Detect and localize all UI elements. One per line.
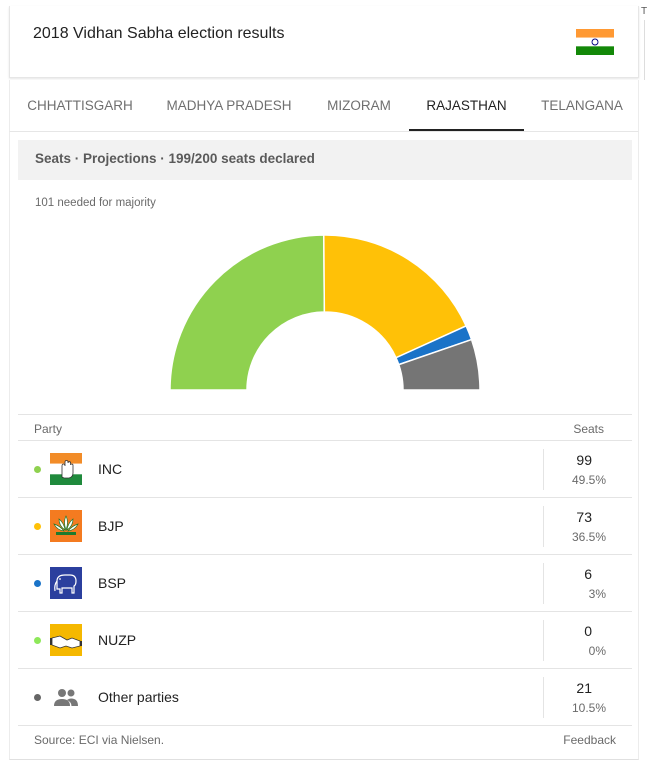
tab-rajasthan[interactable]: RAJASTHAN	[409, 80, 524, 131]
seat-divider	[543, 563, 544, 604]
seats-column-header: Seats	[573, 422, 604, 436]
chart-slice-inc	[169, 234, 326, 391]
seat-divider	[543, 506, 544, 547]
panel-heading: Seats · Projections · 199/200 seats decl…	[35, 151, 315, 166]
party-name: INC	[98, 461, 123, 477]
handshake-icon	[50, 624, 82, 656]
party-row-nuzp[interactable]: NUZP 0 0%	[18, 612, 632, 669]
tab-mizoram[interactable]: MIZORAM	[327, 98, 391, 113]
edge-fragment: T	[641, 6, 648, 17]
seat-percent: 0%	[588, 644, 606, 658]
page-title: 2018 Vidhan Sabha election results	[33, 25, 285, 42]
people-icon	[54, 689, 78, 706]
party-row-bjp[interactable]: BJP 73 36.5%	[18, 498, 632, 555]
seat-divider	[543, 620, 544, 661]
party-name: NUZP	[98, 632, 137, 648]
majority-note: 101 needed for majority	[35, 197, 156, 209]
edge-divider	[644, 20, 645, 80]
inc-color-dot	[34, 466, 41, 473]
party-name: BSP	[98, 575, 127, 591]
seat-percent: 49.5%	[571, 473, 606, 487]
footer: Source: ECI via Nielsen. Feedback	[18, 726, 632, 752]
seat-count: 0	[584, 623, 592, 639]
tab-telangana[interactable]: TELANGANA	[541, 98, 623, 113]
party-name: Other parties	[98, 689, 179, 705]
header-card: 2018 Vidhan Sabha election results	[9, 6, 639, 78]
lotus-icon	[50, 510, 82, 542]
source-note: Source: ECI via Nielsen.	[34, 733, 165, 747]
seat-percent: 10.5%	[571, 701, 606, 715]
chart-slice-bjp	[323, 234, 468, 359]
tab-chhattisgarh[interactable]: CHHATTISGARH	[27, 98, 133, 113]
seat-count: 99	[576, 452, 592, 468]
seat-count: 21	[576, 680, 592, 696]
party-column-header: Party	[34, 422, 63, 436]
party-row-other[interactable]: Other parties 21 10.5%	[18, 669, 632, 726]
party-row-bsp[interactable]: BSP 6 3%	[18, 555, 632, 612]
state-tabs: CHHATTISGARH MADHYA PRADESH MIZORAM RAJA…	[9, 80, 639, 132]
bjp-color-dot	[34, 523, 41, 530]
seat-count: 6	[584, 566, 592, 582]
nuzp-color-dot	[34, 637, 41, 644]
feedback-link[interactable]: Feedback	[563, 733, 616, 747]
seat-divider	[543, 449, 544, 490]
seat-divider	[543, 677, 544, 718]
bsp-color-dot	[34, 580, 41, 587]
chart-slice-other-parties	[397, 338, 481, 391]
hand-icon	[50, 453, 82, 485]
party-row-inc[interactable]: INC 99 49.5%	[18, 441, 632, 498]
table-header: Party Seats	[18, 414, 632, 441]
other-color-dot	[34, 694, 41, 701]
elephant-icon	[50, 567, 82, 599]
seat-chart	[169, 234, 481, 391]
seat-percent: 36.5%	[571, 530, 606, 544]
party-name: BJP	[98, 518, 124, 534]
seat-count: 73	[576, 509, 592, 525]
india-flag-icon	[576, 29, 614, 55]
seat-percent: 3%	[588, 587, 606, 601]
tab-madhya-pradesh[interactable]: MADHYA PRADESH	[166, 98, 292, 113]
